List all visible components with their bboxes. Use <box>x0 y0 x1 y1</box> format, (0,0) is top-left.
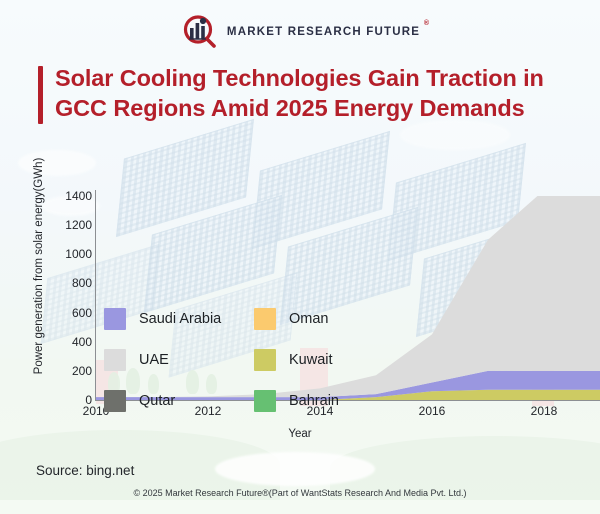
brand-name-text: MARKET RESEARCH FUTURE <box>226 26 421 38</box>
y-tick-label: 400 <box>71 334 92 349</box>
legend-swatch <box>254 349 276 371</box>
legend-label: UAE <box>139 352 169 368</box>
title-line-1: Solar Cooling Technologies Gain Traction… <box>55 65 544 121</box>
y-tick-label: 200 <box>71 363 92 378</box>
legend-item[interactable]: Saudi Arabia <box>104 308 254 330</box>
stacked-area-chart: Power generation from solar energy(GWh) … <box>0 140 600 440</box>
y-tick-label: 1200 <box>65 218 92 233</box>
source-note: Source: bing.net <box>36 463 135 478</box>
x-tick-label: 2018 <box>530 404 558 418</box>
y-tick-label: 1000 <box>65 247 92 262</box>
chart-legend: Saudi Arabia Oman UAE Kuwait Qutar Bahrain <box>104 308 404 412</box>
legend-item[interactable]: Oman <box>254 308 404 330</box>
magnifier-bar-chart-icon <box>180 14 220 50</box>
plot-area <box>96 196 600 400</box>
area-series-kuwait <box>96 389 600 400</box>
area-series-group <box>96 196 600 400</box>
legend-label: Qutar <box>139 393 176 409</box>
x-tick-label: 2016 <box>418 404 446 418</box>
title-line-2: Regions Amid 2025 Energy Demands <box>113 95 525 121</box>
registered-mark: ® <box>423 20 430 27</box>
copyright-note: © 2025 Market Research Future®(Part of W… <box>133 488 467 498</box>
x-axis-label: Year <box>288 428 312 440</box>
x-tick-label: 2012 <box>194 404 222 418</box>
legend-swatch <box>104 390 126 412</box>
x-axis-line <box>95 400 600 401</box>
area-series-uae <box>96 196 600 398</box>
legend-label: Bahrain <box>289 393 339 409</box>
legend-item[interactable]: Bahrain <box>254 390 404 412</box>
x-tick-label: 2014 <box>306 404 334 418</box>
y-tick-label: 0 <box>85 393 92 407</box>
legend-item[interactable]: Qutar <box>104 390 254 412</box>
page-title: Solar Cooling Technologies Gain Traction… <box>38 63 583 124</box>
legend-swatch <box>254 390 276 412</box>
legend-label: Oman <box>289 311 329 327</box>
brand-logo: MARKET RESEARCH FUTURE ® <box>0 14 600 50</box>
y-tick-label: 600 <box>71 305 92 320</box>
legend-swatch <box>254 308 276 330</box>
title-text: Solar Cooling Technologies Gain Traction… <box>55 63 583 123</box>
legend-swatch <box>104 349 126 371</box>
legend-swatch <box>104 308 126 330</box>
legend-item[interactable]: Kuwait <box>254 349 404 371</box>
x-tick-label: 2010 <box>82 404 110 418</box>
y-axis-ticks: 1400 1200 1000 800 600 400 200 0 <box>40 140 92 440</box>
y-tick-label: 800 <box>71 276 92 291</box>
y-axis-line <box>95 190 96 400</box>
y-tick-label: 1400 <box>65 189 92 203</box>
legend-label: Saudi Arabia <box>139 311 222 327</box>
title-accent-bar <box>38 66 43 124</box>
legend-label: Kuwait <box>289 352 333 368</box>
area-series-saudi-arabia <box>96 370 600 400</box>
legend-item[interactable]: UAE <box>104 349 254 371</box>
brand-name: MARKET RESEARCH FUTURE ® <box>226 20 429 38</box>
